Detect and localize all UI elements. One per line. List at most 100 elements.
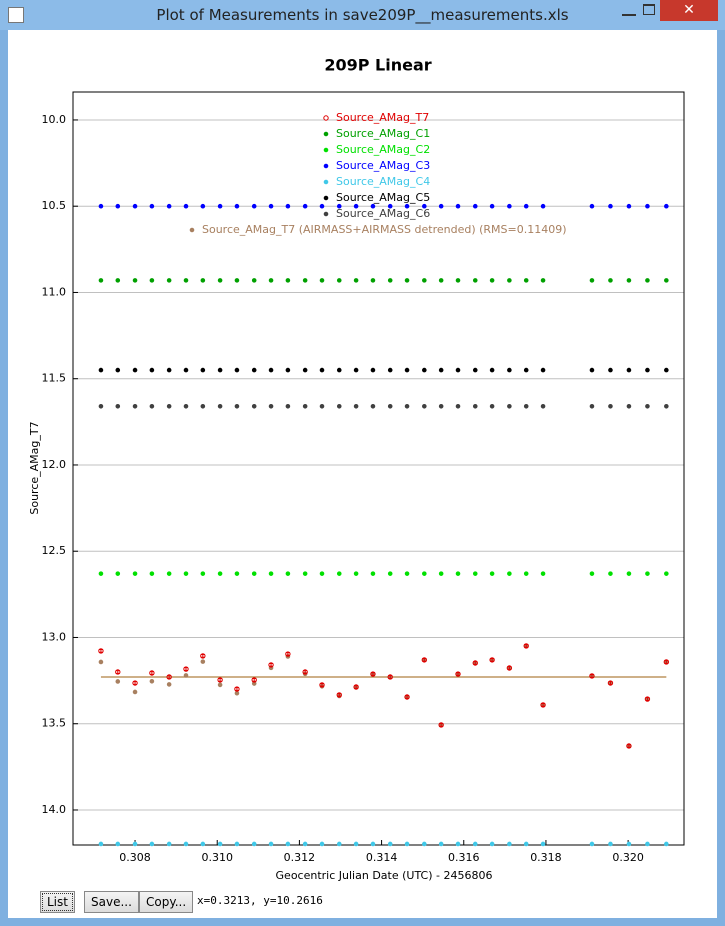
copy-button[interactable]: Copy... xyxy=(139,891,194,913)
data-point xyxy=(115,679,121,684)
data-point xyxy=(353,367,359,373)
data-point xyxy=(370,671,376,677)
data-point xyxy=(664,841,669,847)
data-point xyxy=(132,841,138,847)
data-point xyxy=(370,571,376,576)
data-point xyxy=(268,404,274,409)
data-point xyxy=(523,643,529,649)
data-point xyxy=(132,278,138,283)
data-point xyxy=(268,278,274,283)
data-point xyxy=(115,278,121,283)
data-point xyxy=(455,841,461,847)
data-point xyxy=(285,404,291,409)
data-point xyxy=(149,203,155,209)
data-point xyxy=(200,841,206,847)
data-point xyxy=(183,203,189,209)
data-point xyxy=(523,404,529,409)
data-point xyxy=(404,203,410,209)
data-point xyxy=(507,571,512,576)
data-point xyxy=(149,670,155,676)
data-point xyxy=(608,404,613,409)
data-point xyxy=(664,367,669,373)
data-point xyxy=(166,367,172,373)
data-point xyxy=(626,743,632,749)
data-point xyxy=(353,278,359,283)
data-point xyxy=(589,367,595,373)
data-point xyxy=(608,367,613,373)
list-button[interactable]: List xyxy=(40,891,75,913)
data-point xyxy=(626,278,632,283)
data-point xyxy=(98,203,104,209)
data-point xyxy=(472,660,478,666)
legend-marker xyxy=(323,211,329,217)
y-tick-label: 13.5 xyxy=(42,717,67,730)
data-point xyxy=(472,571,478,576)
data-point xyxy=(489,841,495,847)
y-tick-label: 11.0 xyxy=(42,285,67,298)
data-point xyxy=(370,203,376,209)
data-point xyxy=(336,841,342,847)
data-point xyxy=(507,367,512,373)
data-point xyxy=(217,677,223,683)
close-button[interactable]: ✕ xyxy=(660,0,718,21)
data-point xyxy=(507,404,512,409)
data-point xyxy=(404,367,410,373)
data-point xyxy=(217,682,223,688)
save-button[interactable]: Save... xyxy=(84,891,139,913)
data-point xyxy=(404,404,410,409)
data-point xyxy=(302,404,308,409)
data-point xyxy=(438,841,444,847)
data-point xyxy=(268,662,274,668)
data-point xyxy=(422,367,427,373)
data-point xyxy=(438,203,444,209)
data-point xyxy=(115,367,121,373)
data-point xyxy=(183,367,189,373)
data-point xyxy=(132,203,138,209)
x-axis-label: Geocentric Julian Date (UTC) - 2456806 xyxy=(276,869,493,882)
data-point xyxy=(200,278,206,283)
data-point xyxy=(336,367,342,373)
data-point xyxy=(183,666,189,672)
data-point xyxy=(98,404,104,409)
data-point xyxy=(422,841,427,847)
y-tick-label: 12.0 xyxy=(42,458,67,471)
data-point xyxy=(645,278,650,283)
minimize-button[interactable] xyxy=(622,4,636,16)
data-point xyxy=(336,404,342,409)
data-point xyxy=(608,278,613,283)
data-point xyxy=(200,203,206,209)
data-point xyxy=(489,404,495,409)
data-point xyxy=(302,841,308,847)
data-point xyxy=(268,367,274,373)
data-point xyxy=(489,367,495,373)
data-point xyxy=(438,404,444,409)
maximize-button[interactable] xyxy=(643,4,655,15)
x-tick-label: 0.310 xyxy=(201,851,233,864)
legend-marker xyxy=(323,195,329,201)
data-point xyxy=(166,841,172,847)
data-point xyxy=(251,203,257,209)
data-point xyxy=(98,648,104,654)
data-point xyxy=(200,653,206,659)
data-point xyxy=(507,203,512,209)
data-point xyxy=(336,571,342,576)
data-point xyxy=(589,278,595,283)
data-point xyxy=(302,367,308,373)
data-point xyxy=(608,203,613,209)
plot-frame xyxy=(72,91,685,846)
data-point xyxy=(421,657,428,663)
data-point xyxy=(589,673,595,679)
data-point xyxy=(589,571,595,576)
data-point xyxy=(115,669,121,675)
data-point xyxy=(183,571,189,576)
data-point xyxy=(98,278,104,283)
y-tick-label: 13.0 xyxy=(42,630,67,643)
data-point xyxy=(166,674,172,680)
data-point xyxy=(540,404,546,409)
data-point xyxy=(664,203,669,209)
data-point xyxy=(336,203,342,209)
data-point xyxy=(149,367,155,373)
data-point xyxy=(370,278,376,283)
